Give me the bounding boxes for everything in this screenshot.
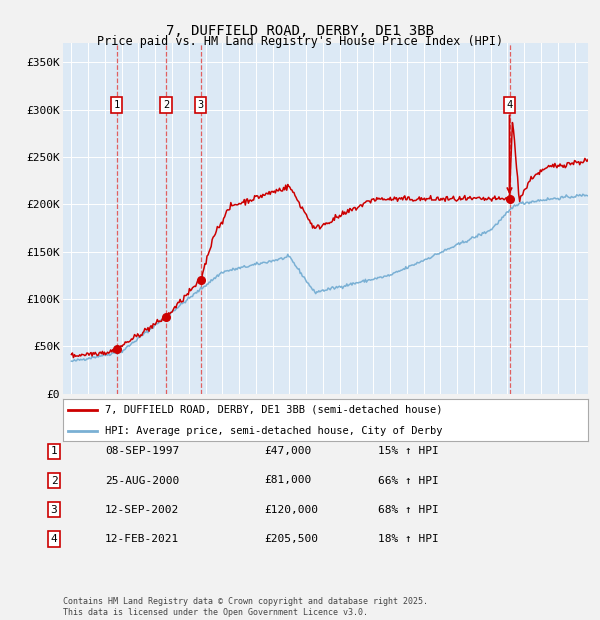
Text: 2: 2 xyxy=(50,476,58,485)
Text: 3: 3 xyxy=(50,505,58,515)
Text: 3: 3 xyxy=(197,100,203,110)
Text: 7, DUFFIELD ROAD, DERBY, DE1 3BB (semi-detached house): 7, DUFFIELD ROAD, DERBY, DE1 3BB (semi-d… xyxy=(105,405,443,415)
Text: 7, DUFFIELD ROAD, DERBY, DE1 3BB: 7, DUFFIELD ROAD, DERBY, DE1 3BB xyxy=(166,24,434,38)
Text: 68% ↑ HPI: 68% ↑ HPI xyxy=(378,505,439,515)
Text: 25-AUG-2000: 25-AUG-2000 xyxy=(105,476,179,485)
Text: £81,000: £81,000 xyxy=(264,476,311,485)
Text: 4: 4 xyxy=(50,534,58,544)
Text: 08-SEP-1997: 08-SEP-1997 xyxy=(105,446,179,456)
Text: £205,500: £205,500 xyxy=(264,534,318,544)
Text: £120,000: £120,000 xyxy=(264,505,318,515)
Text: 66% ↑ HPI: 66% ↑ HPI xyxy=(378,476,439,485)
Text: 12-FEB-2021: 12-FEB-2021 xyxy=(105,534,179,544)
Text: 4: 4 xyxy=(506,100,512,110)
Text: 18% ↑ HPI: 18% ↑ HPI xyxy=(378,534,439,544)
Text: HPI: Average price, semi-detached house, City of Derby: HPI: Average price, semi-detached house,… xyxy=(105,426,443,436)
Text: 12-SEP-2002: 12-SEP-2002 xyxy=(105,505,179,515)
Text: 15% ↑ HPI: 15% ↑ HPI xyxy=(378,446,439,456)
Text: Contains HM Land Registry data © Crown copyright and database right 2025.
This d: Contains HM Land Registry data © Crown c… xyxy=(63,598,428,617)
Text: £47,000: £47,000 xyxy=(264,446,311,456)
Text: 1: 1 xyxy=(50,446,58,456)
Text: 2: 2 xyxy=(163,100,169,110)
Text: 1: 1 xyxy=(113,100,119,110)
Text: Price paid vs. HM Land Registry's House Price Index (HPI): Price paid vs. HM Land Registry's House … xyxy=(97,35,503,48)
